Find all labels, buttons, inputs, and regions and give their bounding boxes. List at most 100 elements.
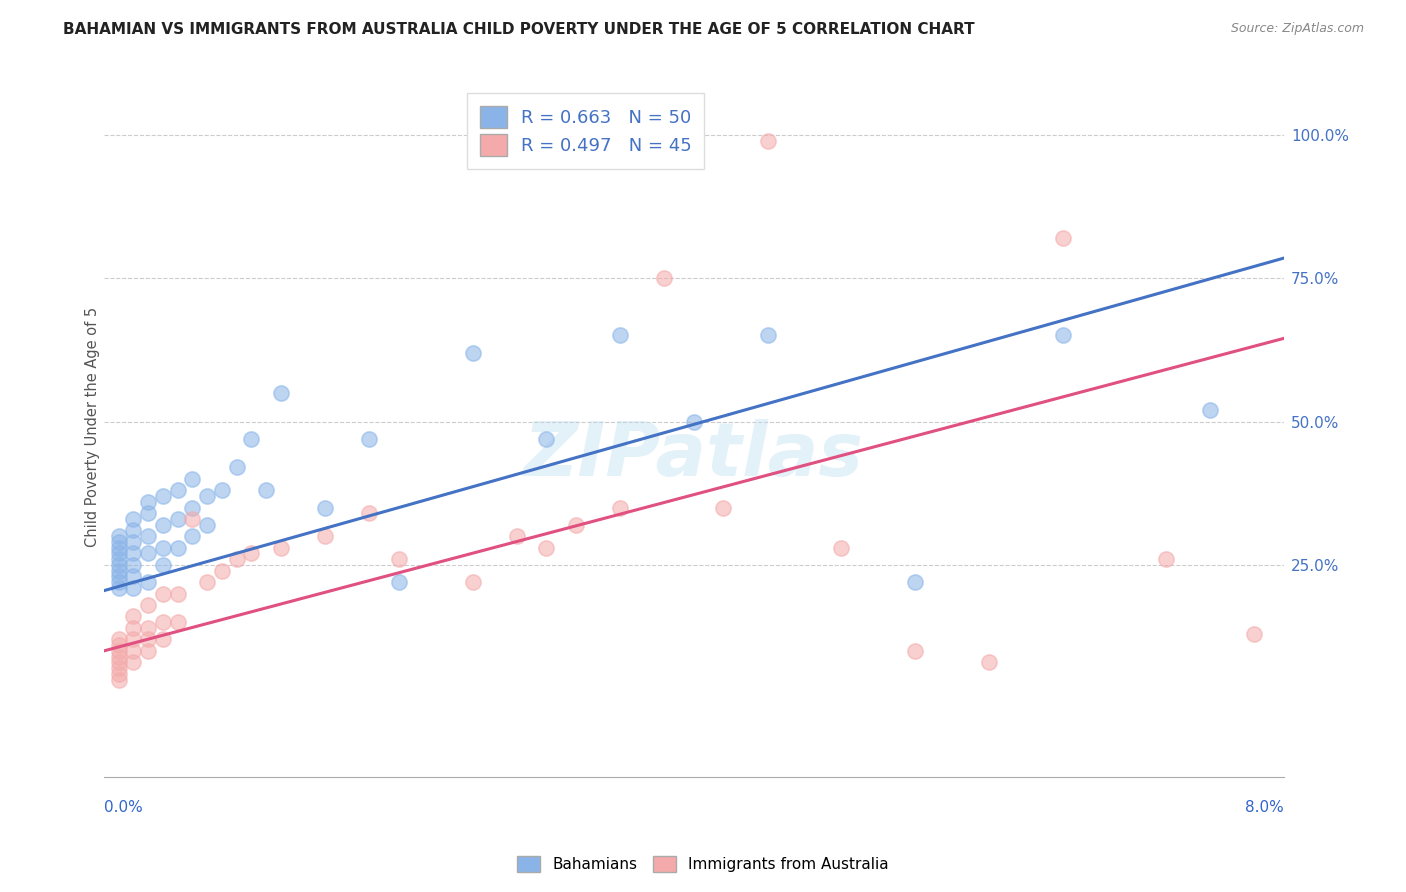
Legend: R = 0.663   N = 50, R = 0.497   N = 45: R = 0.663 N = 50, R = 0.497 N = 45 (467, 94, 704, 169)
Point (388, 552, 411, 566)
Point (830, 541, 852, 555)
Point (152, 558, 174, 572)
Point (107, 666, 129, 681)
Point (107, 541, 129, 555)
Point (181, 500, 204, 515)
Point (122, 524, 145, 538)
Point (122, 558, 145, 572)
Point (166, 483, 188, 498)
Point (609, 328, 631, 343)
Point (211, 483, 233, 498)
Point (904, 575, 927, 590)
Point (136, 598, 159, 612)
Point (195, 575, 218, 590)
Point (756, 134, 779, 148)
Text: Source: ZipAtlas.com: Source: ZipAtlas.com (1230, 22, 1364, 36)
Point (506, 529, 529, 543)
Point (122, 632, 145, 647)
Point (683, 415, 706, 429)
Point (609, 500, 631, 515)
Point (136, 546, 159, 560)
Point (756, 328, 779, 343)
Point (122, 609, 145, 624)
Point (152, 615, 174, 630)
Point (107, 656, 129, 670)
Y-axis label: Child Poverty Under the Age of 5: Child Poverty Under the Age of 5 (86, 307, 100, 548)
Point (107, 673, 129, 687)
Point (1199, 403, 1222, 417)
Text: BAHAMIAN VS IMMIGRANTS FROM AUSTRALIA CHILD POVERTY UNDER THE AGE OF 5 CORRELATI: BAHAMIAN VS IMMIGRANTS FROM AUSTRALIA CH… (63, 22, 974, 37)
Point (536, 432, 558, 446)
Point (225, 552, 247, 566)
Point (152, 517, 174, 532)
Point (195, 517, 218, 532)
Point (107, 581, 129, 595)
Point (181, 529, 204, 543)
Point (1243, 626, 1265, 640)
Point (122, 644, 145, 658)
Point (122, 546, 145, 560)
Point (314, 529, 336, 543)
Point (122, 535, 145, 549)
Point (136, 632, 159, 647)
Point (181, 472, 204, 486)
Point (107, 632, 129, 647)
Point (359, 506, 381, 520)
Point (166, 615, 188, 630)
Point (181, 512, 204, 526)
Point (122, 581, 145, 595)
Point (166, 512, 188, 526)
Point (136, 506, 159, 520)
Text: 8.0%: 8.0% (1246, 800, 1284, 815)
Point (388, 575, 411, 590)
Point (107, 644, 129, 658)
Point (136, 495, 159, 509)
Point (122, 569, 145, 583)
Legend: Bahamians, Immigrants from Australia: Bahamians, Immigrants from Australia (510, 848, 896, 880)
Point (270, 385, 292, 400)
Text: 0.0%: 0.0% (104, 800, 142, 815)
Point (270, 541, 292, 555)
Point (107, 558, 129, 572)
Point (461, 575, 484, 590)
Point (107, 529, 129, 543)
Point (904, 644, 927, 658)
Point (122, 512, 145, 526)
Point (225, 460, 247, 475)
Point (166, 586, 188, 600)
Point (107, 569, 129, 583)
Point (136, 529, 159, 543)
Point (536, 541, 558, 555)
Point (359, 432, 381, 446)
Point (136, 621, 159, 635)
Point (136, 575, 159, 590)
Point (107, 649, 129, 664)
Point (107, 552, 129, 566)
Point (152, 586, 174, 600)
Point (122, 621, 145, 635)
Point (166, 541, 188, 555)
Point (254, 483, 277, 498)
Point (107, 575, 129, 590)
Point (122, 656, 145, 670)
Point (1154, 552, 1177, 566)
Point (195, 489, 218, 503)
Point (240, 546, 263, 560)
Point (152, 489, 174, 503)
Point (107, 661, 129, 675)
Point (461, 345, 484, 359)
Point (107, 638, 129, 652)
Point (211, 564, 233, 578)
Point (107, 535, 129, 549)
Point (713, 500, 735, 515)
Point (314, 500, 336, 515)
Point (152, 632, 174, 647)
Point (565, 517, 588, 532)
Point (240, 432, 263, 446)
Point (1052, 231, 1074, 245)
Text: ZIPatlas: ZIPatlas (524, 418, 863, 491)
Point (654, 271, 676, 285)
Point (152, 541, 174, 555)
Point (977, 656, 1000, 670)
Point (1052, 328, 1074, 343)
